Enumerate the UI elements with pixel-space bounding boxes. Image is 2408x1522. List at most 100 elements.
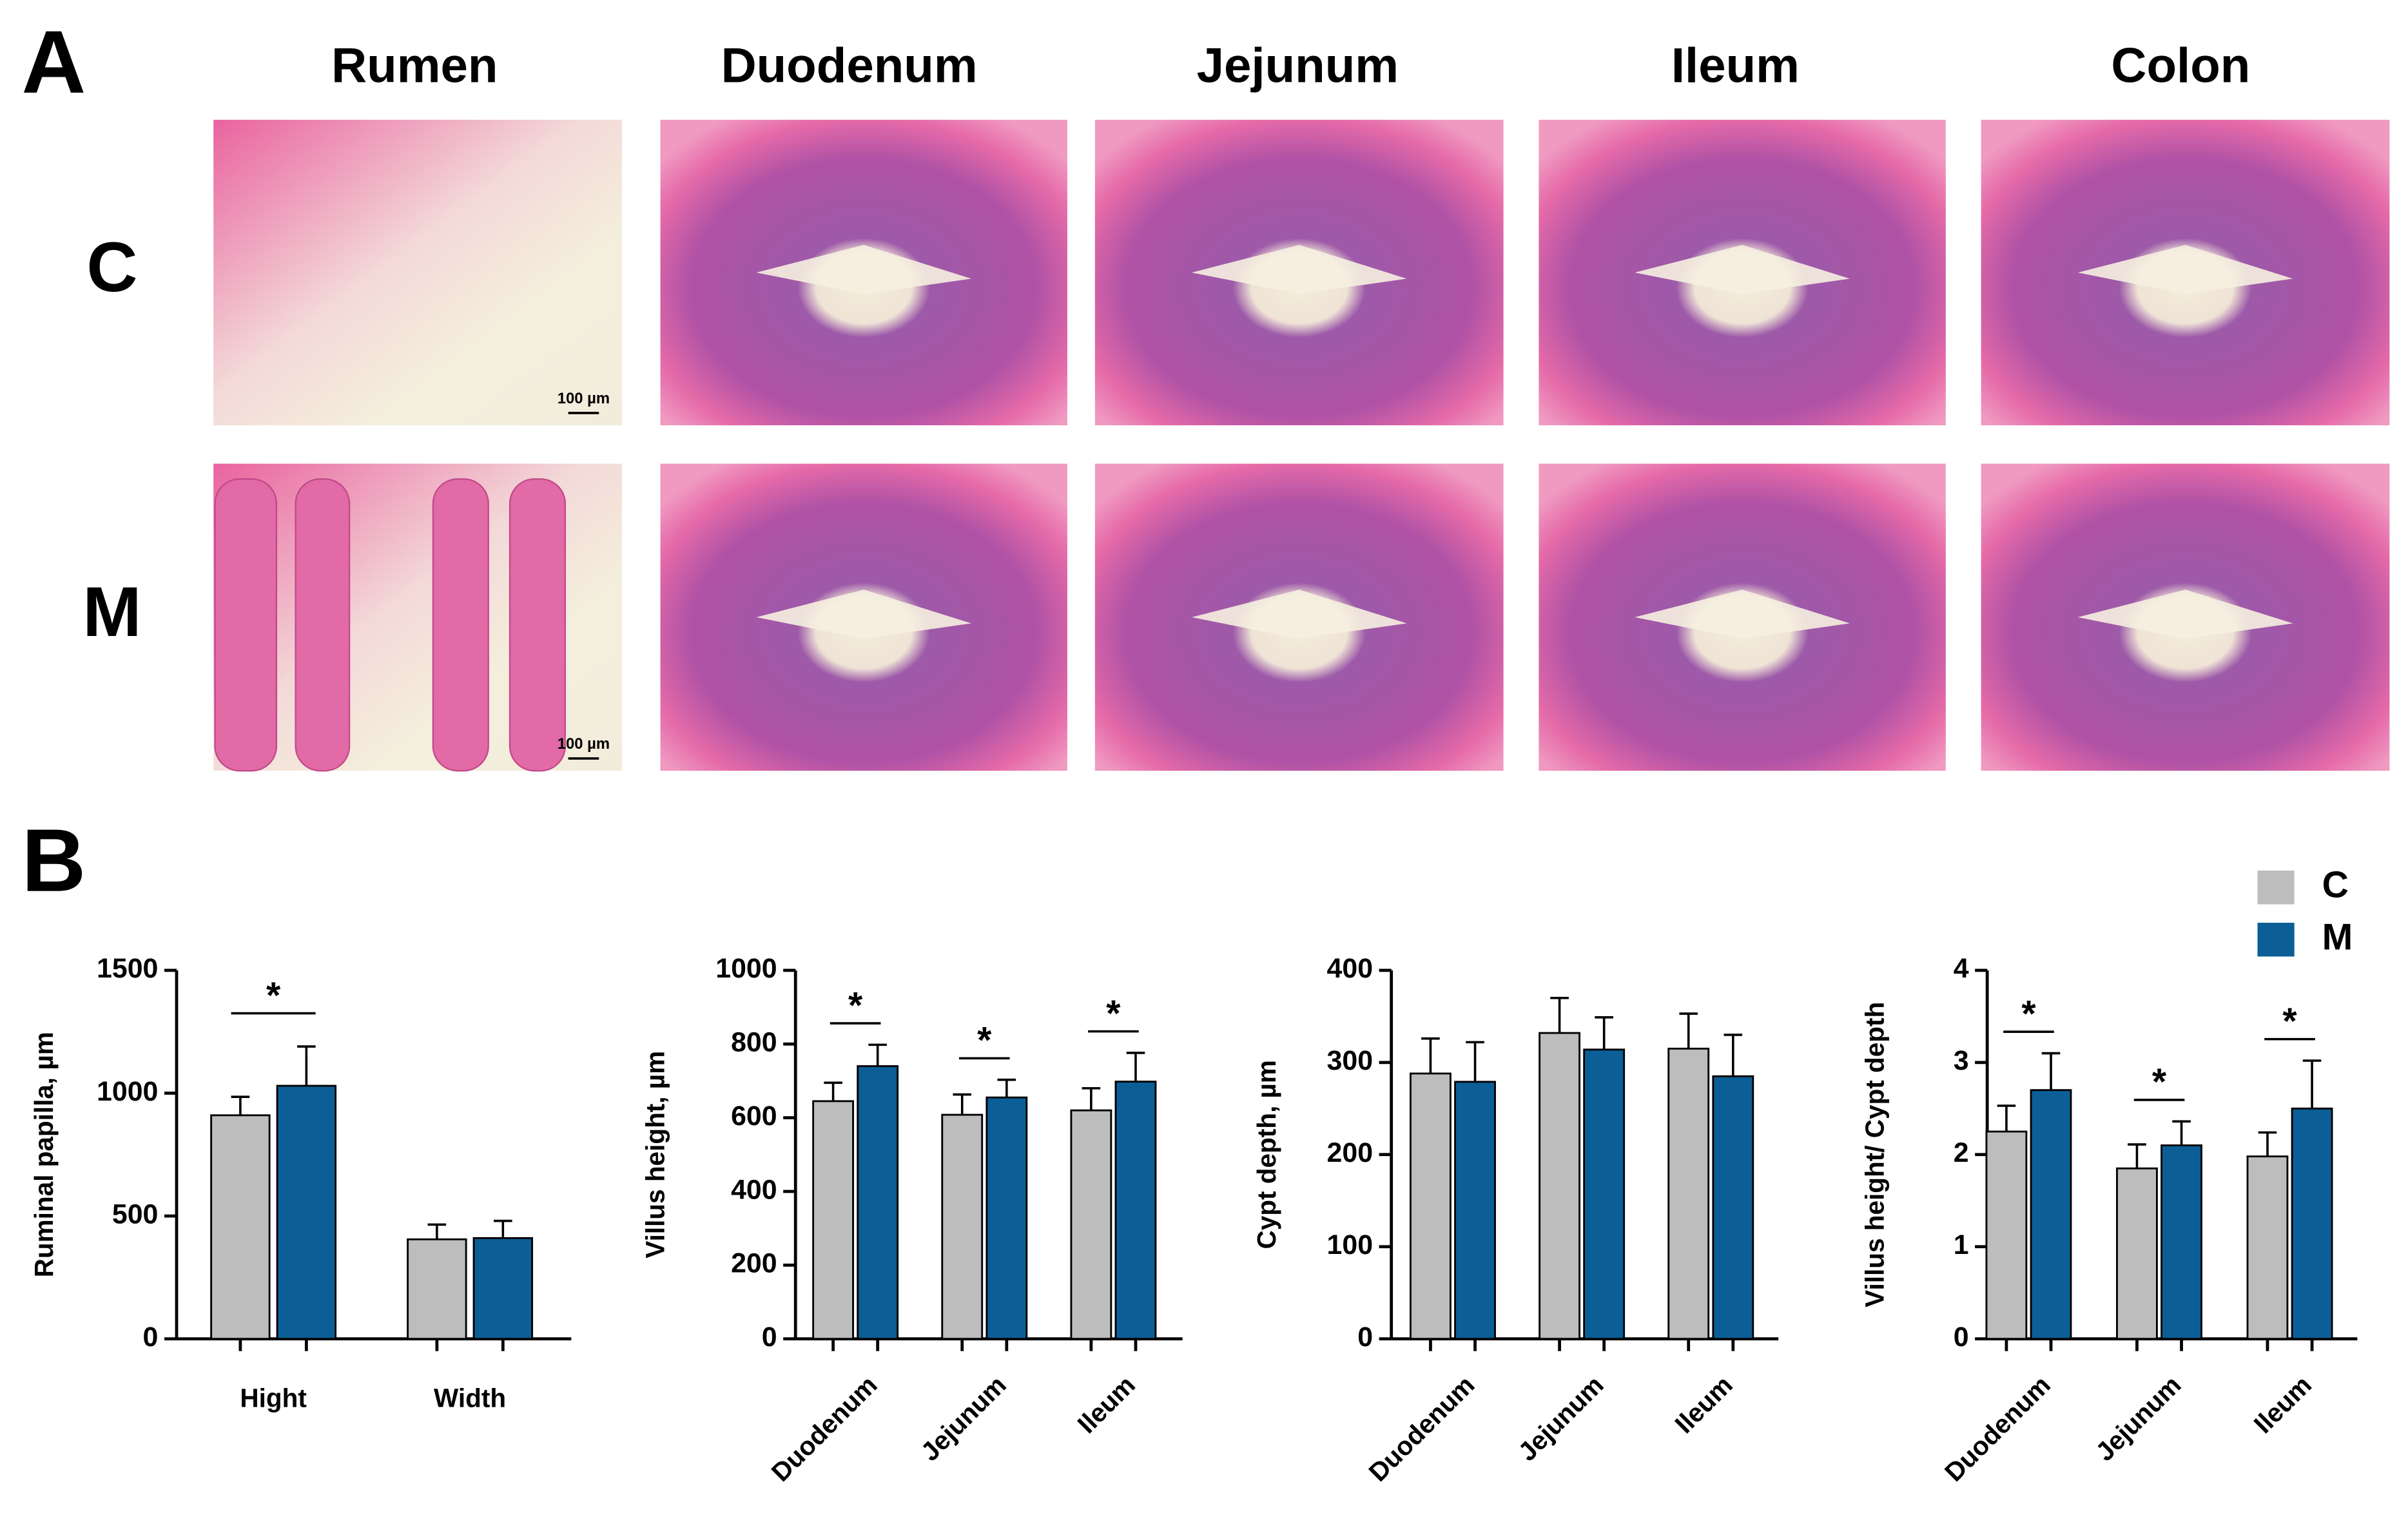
legend-swatch [2257, 871, 2295, 905]
x-tick-label: Ileum [1669, 1370, 1738, 1439]
x-tick-label: Width [434, 1383, 506, 1413]
error-bar [1466, 1041, 1484, 1082]
y-axis-title: Villus height, µm [640, 1051, 670, 1258]
x-tick-label: Duodenum [766, 1370, 883, 1487]
y-tick-label: 800 [731, 1027, 777, 1058]
scale-bar-label: 100 µm [558, 390, 610, 407]
y-axis-title: Villus height/ Cypt depth [1859, 1002, 1889, 1307]
y-tick-label: 1500 [97, 953, 158, 984]
bar [2116, 1167, 2158, 1340]
y-tick-label: 100 [1327, 1229, 1374, 1260]
error-bar [1595, 1016, 1613, 1050]
y-tick-label: 400 [731, 1174, 777, 1205]
image-background [213, 119, 622, 426]
significance-mark: * [2021, 993, 2036, 1034]
bar [1410, 1072, 1452, 1340]
bar [1712, 1075, 1754, 1340]
error-bar [2172, 1120, 2191, 1146]
row-label: M [83, 573, 141, 651]
bar [1454, 1081, 1496, 1340]
histology-image [660, 119, 1067, 426]
y-axis-title: Ruminal papilla, µm [29, 1032, 59, 1277]
bar [210, 1114, 271, 1340]
significance-mark: * [266, 975, 281, 1016]
histology-image [213, 463, 622, 772]
bar-chart: Villus height/ Cypt depth 0 1 2 3 4 Duodenum * J… [1859, 953, 2358, 1487]
histology-image [1094, 463, 1504, 771]
histology-image [1539, 119, 1946, 426]
y-tick-label: 0 [1357, 1322, 1373, 1353]
lumen [1191, 589, 1407, 639]
error-bar [953, 1093, 972, 1115]
y-tick-label: 400 [1327, 953, 1374, 984]
bar [407, 1238, 467, 1340]
bar [812, 1100, 854, 1340]
bar [1114, 1081, 1157, 1340]
y-tick-label: 0 [143, 1322, 159, 1353]
y-tick-label: 600 [731, 1101, 777, 1132]
bar-chart: Ruminal papilla, µm 0 500 1000 1500 Hight * Wid… [29, 953, 572, 1413]
error-bar [297, 1045, 316, 1086]
bar [1070, 1109, 1112, 1340]
histology-grid: Rumen Duodenum Jejunum Ileum Colon C M 100 µm 10… [83, 38, 2390, 772]
error-bar [1421, 1037, 1440, 1074]
error-bar [1550, 996, 1569, 1034]
bar [2030, 1089, 2072, 1340]
lumen [2077, 245, 2293, 294]
significance-mark: * [2282, 1001, 2297, 1042]
error-bar [427, 1223, 447, 1240]
papilla [214, 478, 278, 772]
column-label: Jejunum [1197, 38, 1399, 93]
significance-mark: * [977, 1020, 992, 1061]
x-tick-label: Ileum [1072, 1370, 1141, 1439]
y-tick-label: 3 [1954, 1045, 1969, 1076]
error-bar [1997, 1104, 2016, 1132]
significance-mark: * [848, 985, 863, 1026]
bar [1583, 1048, 1626, 1340]
bar [1985, 1130, 2028, 1340]
row-label: C [86, 228, 137, 307]
error-bar [231, 1095, 250, 1115]
error-bar [2128, 1143, 2146, 1169]
bar [986, 1096, 1028, 1340]
lumen [756, 589, 972, 639]
error-bar [1126, 1052, 1145, 1082]
x-tick-label: Duodenum [1939, 1370, 2056, 1487]
bar [472, 1237, 534, 1340]
y-tick-label: 4 [1954, 953, 1969, 984]
scale-bar-label: 100 µm [558, 735, 610, 753]
column-label: Ileum [1671, 38, 1800, 93]
y-tick-label: 200 [1327, 1137, 1374, 1168]
bar [2291, 1107, 2333, 1340]
y-tick-label: 1 [1954, 1229, 1969, 1260]
bar [276, 1084, 337, 1340]
error-bar [2258, 1131, 2277, 1157]
bar [857, 1065, 899, 1340]
x-tick-label: Ileum [2248, 1370, 2317, 1439]
histology-image [660, 463, 1067, 771]
bar [2160, 1144, 2202, 1340]
error-bar [2041, 1052, 2061, 1090]
lumen [1191, 245, 1407, 294]
y-tick-label: 200 [731, 1248, 777, 1279]
bar [2246, 1155, 2289, 1340]
error-bar [1082, 1087, 1101, 1111]
y-tick-label: 2 [1954, 1137, 1969, 1168]
lumen [1635, 589, 1850, 639]
x-tick-label: Jejunum [2090, 1370, 2186, 1467]
significance-mark: * [2152, 1061, 2167, 1103]
x-tick-label: Jejunum [915, 1370, 1012, 1467]
error-bar [868, 1043, 887, 1066]
charts: Ruminal papilla, µm050010001500Hight*Wid… [29, 864, 2358, 1487]
histology-image [1094, 119, 1504, 426]
y-tick-label: 1000 [97, 1076, 158, 1107]
x-tick-label: Duodenum [1363, 1370, 1480, 1487]
panel-label: B [21, 811, 86, 910]
error-bar [2302, 1059, 2322, 1109]
bar [1667, 1047, 1710, 1340]
histology-image [1981, 463, 2390, 771]
lumen [1635, 245, 1850, 294]
column-label: Duodenum [721, 38, 978, 93]
bar [941, 1113, 984, 1340]
